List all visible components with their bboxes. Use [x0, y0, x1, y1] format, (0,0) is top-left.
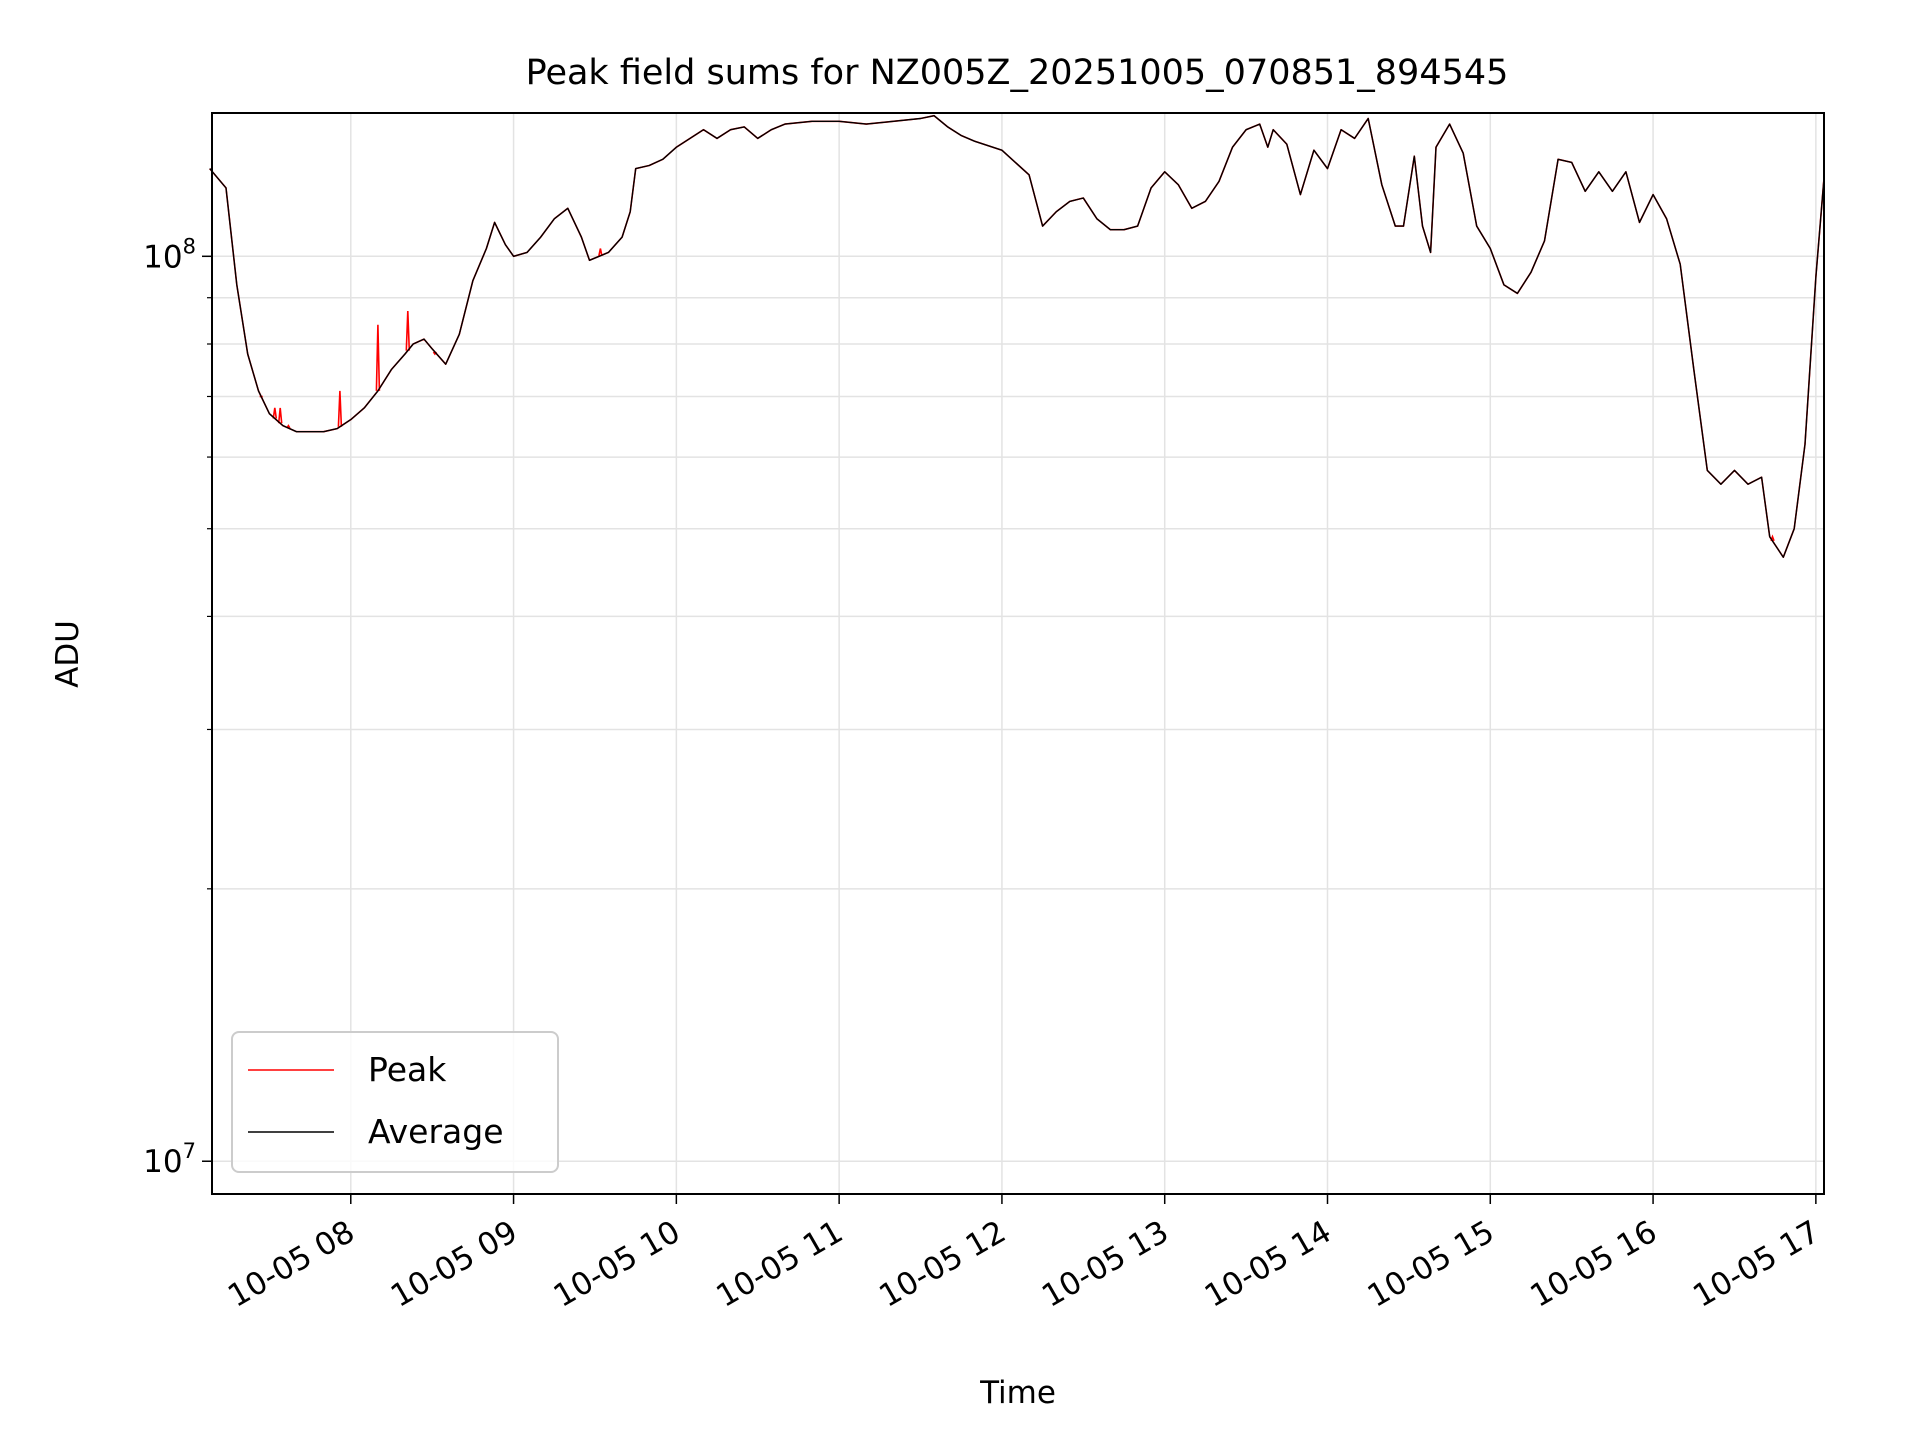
x-axis-label: Time	[979, 1375, 1056, 1411]
chart-title: Peak field sums for NZ005Z_20251005_0708…	[526, 53, 1509, 93]
y-tick-label: 108	[143, 234, 196, 275]
legend-peak-label: Peak	[368, 1050, 447, 1089]
y-axis-label: ADU	[50, 620, 86, 688]
legend-average-label: Average	[368, 1112, 504, 1151]
peak-spike	[598, 248, 603, 256]
peak-spike	[277, 407, 283, 424]
y-tick-base: 10	[143, 1144, 182, 1180]
plot-frame	[211, 112, 1825, 1195]
peak-spike	[375, 324, 381, 391]
y-tick-exponent: 7	[183, 1139, 196, 1163]
y-tick-exponent: 8	[183, 234, 196, 258]
grid	[212, 113, 1824, 1194]
y-tick-label: 107	[143, 1139, 196, 1180]
y-tick-base: 10	[143, 239, 182, 275]
peak-spike	[272, 407, 278, 419]
plot-series	[209, 114, 1825, 558]
legend-box	[231, 1031, 559, 1173]
series-line-average	[209, 115, 1825, 558]
peak-spike	[405, 310, 411, 351]
peak-spike	[337, 390, 343, 427]
legend: Peak Average	[231, 1031, 559, 1173]
